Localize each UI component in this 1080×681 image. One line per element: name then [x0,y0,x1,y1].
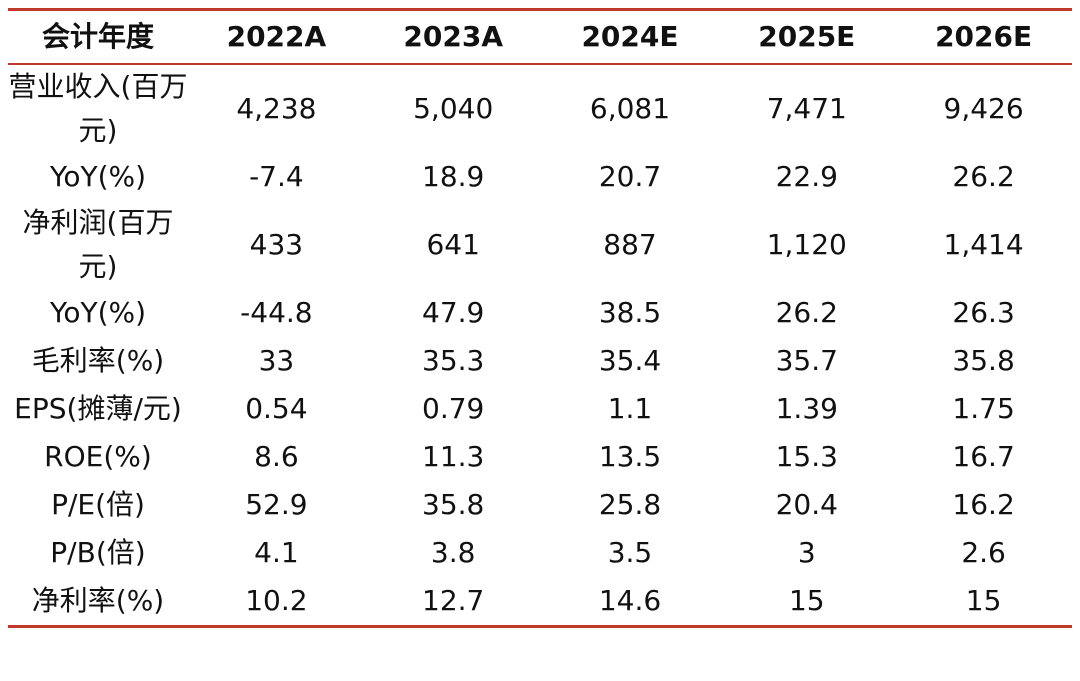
table-row: 净利润(百万元) 433 641 887 1,120 1,414 [8,201,1072,289]
cell: 3.5 [607,536,653,569]
cell: 1,120 [766,228,847,261]
cell: -44.8 [240,296,313,329]
row-label: 净利润(百万元) [22,206,174,283]
row-label: P/E(倍) [51,488,145,521]
header-cell: 2024E [541,9,719,65]
cell: 33 [258,344,295,377]
cell: 26.2 [775,296,838,329]
cell: 26.2 [952,160,1015,193]
cell: 1.75 [952,392,1015,425]
cell: 0.79 [422,392,485,425]
table-row: ROE(%) 8.6 11.3 13.5 15.3 16.7 [8,433,1072,481]
cell: 15 [788,584,825,617]
cell: 15 [965,584,1002,617]
header-cell: 2025E [718,9,896,65]
row-label: 毛利率(%) [31,344,165,377]
cell: 887 [603,228,657,261]
cell: 18.9 [422,160,485,193]
cell: 12.7 [422,584,485,617]
row-label: ROE(%) [44,440,152,473]
cell: 641 [426,228,480,261]
header-row: 会计年度 2022A 2023A 2024E 2025E 2026E [8,9,1072,65]
cell: 15.3 [775,440,838,473]
cell: 4,238 [236,92,317,125]
cell: 1.39 [775,392,838,425]
cell: 4.1 [254,536,299,569]
table-row: P/E(倍) 52.9 35.8 25.8 20.4 16.2 [8,481,1072,529]
table-row: 营业收入(百万元) 4,238 5,040 6,081 7,471 9,426 [8,64,1072,153]
cell: 52.9 [245,488,308,521]
financial-table: 会计年度 2022A 2023A 2024E 2025E 2026E 营业收入(百万元) 4… [8,8,1072,628]
cell: 1.1 [607,392,653,425]
cell: 0.54 [245,392,308,425]
row-label: 净利率(%) [31,584,165,617]
header-cell: 2023A [364,9,542,65]
table-row: 净利率(%) 10.2 12.7 14.6 15 15 [8,577,1072,627]
cell: 1,414 [943,228,1024,261]
row-label: YoY(%) [49,296,147,329]
table-row: 毛利率(%) 33 35.3 35.4 35.7 35.8 [8,337,1072,385]
cell: 25.8 [598,488,662,521]
cell: -7.4 [249,160,304,193]
table-row: YoY(%) -44.8 47.9 38.5 26.2 26.3 [8,289,1072,337]
table-row: P/B(倍) 4.1 3.8 3.5 3 2.6 [8,529,1072,577]
cell: 35.3 [422,344,485,377]
cell: 8.6 [254,440,299,473]
row-label: P/B(倍) [50,536,146,569]
cell: 9,426 [943,92,1024,125]
cell: 26.3 [952,296,1015,329]
cell: 16.7 [952,440,1015,473]
cell: 35.4 [598,344,662,377]
table-body: 营业收入(百万元) 4,238 5,040 6,081 7,471 9,426 YoY(%)… [8,64,1072,627]
header-cell: 会计年度 [8,9,188,65]
cell: 35.8 [422,488,485,521]
cell: 7,471 [766,92,847,125]
cell: 2.6 [961,536,1006,569]
cell: 35.8 [952,344,1015,377]
cell: 433 [249,228,304,261]
cell: 16.2 [952,488,1015,521]
cell: 35.7 [775,344,838,377]
cell: 11.3 [422,440,485,473]
cell: 3.8 [430,536,476,569]
cell: 14.6 [598,584,662,617]
cell: 38.5 [598,296,662,329]
cell: 5,040 [413,92,494,125]
cell: 22.9 [775,160,838,193]
header-cell: 2026E [895,9,1072,65]
table-row: EPS(摊薄/元) 0.54 0.79 1.1 1.39 1.75 [8,385,1072,433]
cell: 10.2 [245,584,308,617]
row-label: EPS(摊薄/元) [14,392,182,425]
row-label: YoY(%) [49,160,147,193]
cell: 13.5 [598,440,662,473]
header-cell: 2022A [188,9,365,65]
row-label: 营业收入(百万元) [8,70,188,147]
cell: 20.4 [775,488,838,521]
cell: 6,081 [589,92,671,125]
table-row: YoY(%) -7.4 18.9 20.7 22.9 26.2 [8,153,1072,201]
cell: 20.7 [598,160,662,193]
cell: 47.9 [422,296,485,329]
cell: 3 [797,536,816,569]
